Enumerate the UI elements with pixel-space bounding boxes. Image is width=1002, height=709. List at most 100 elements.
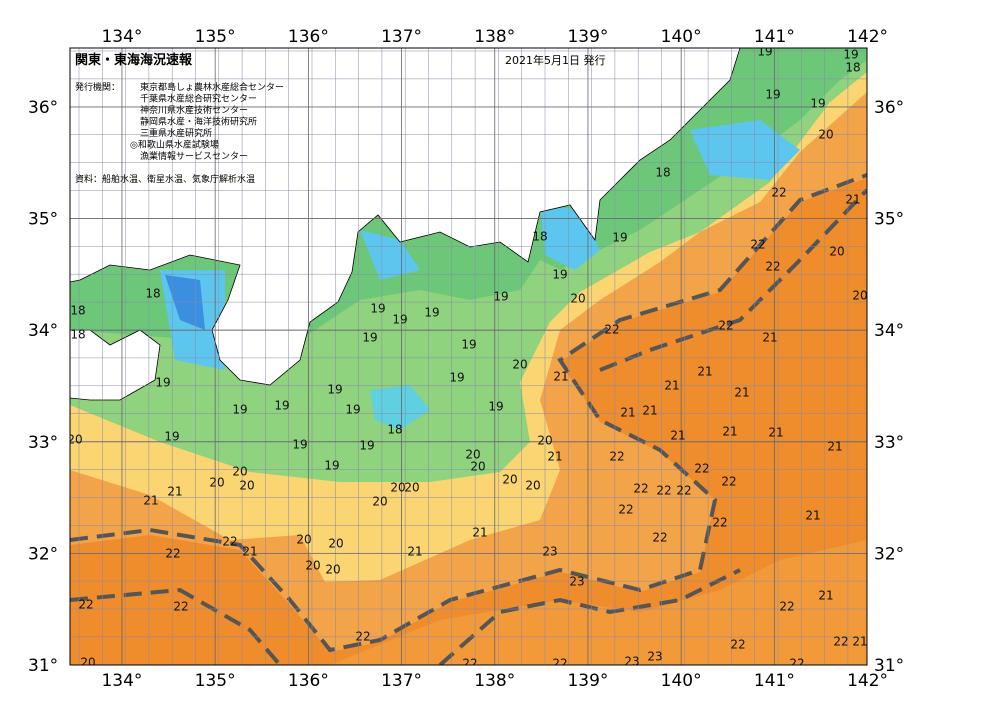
isotherm-label: 22 (779, 600, 794, 614)
issuer: 静岡県水産・海洋技術研究所 (140, 116, 257, 128)
isotherm-label: 21 (722, 425, 737, 439)
lon-label: 142° (847, 671, 888, 691)
lat-label: 33° (874, 433, 904, 453)
isotherm-label: 22 (676, 484, 691, 498)
isotherm-label: 20 (305, 559, 320, 573)
isotherm-label: 21 (818, 589, 833, 603)
lat-label: 34° (874, 321, 904, 341)
isotherm-label: 22 (833, 635, 848, 649)
isotherm-label: 19 (392, 313, 407, 327)
isotherm-label: 22 (462, 657, 477, 671)
isotherm-label: 19 (488, 400, 503, 414)
isotherm-label: 19 (362, 331, 377, 345)
isotherm-label: 20 (818, 128, 833, 142)
isotherm-label: 19 (274, 399, 289, 413)
isotherm-label: 21 (242, 545, 257, 559)
isotherm-label: 22 (355, 630, 370, 644)
isotherm-label: 20 (239, 479, 254, 493)
isotherm-label: 20 (525, 479, 540, 493)
isotherm-label: 19 (155, 376, 170, 390)
lat-label: 31° (28, 656, 58, 676)
isotherm-label: 19 (292, 438, 307, 452)
lat-label: 32° (28, 544, 58, 564)
isotherm-label: 19 (424, 306, 439, 320)
ticks: 134° 134° 135° 135° 136° 136° 137° 137° 138° 138°… (28, 27, 904, 691)
lon-label: 137° (381, 671, 422, 691)
lon-label: 141° (754, 671, 795, 691)
isotherm-label: 19 (843, 48, 858, 62)
isotherm-label: 19 (757, 45, 772, 59)
cold-patch (165, 275, 205, 330)
isotherm-label: 18 (845, 61, 860, 75)
lat-label: 35° (874, 210, 904, 230)
isotherm-label: 19 (449, 371, 464, 385)
isotherm-label: 18 (387, 423, 402, 437)
date: 2021年5月1日 発行 (505, 53, 606, 67)
isotherm-label: 20 (232, 465, 247, 479)
lon-label: 140° (661, 671, 702, 691)
lon-label: 134° (101, 27, 142, 47)
lon-label: 139° (567, 27, 608, 47)
issuer: 漁業情報サービスセンター (140, 150, 248, 162)
isotherm-label: 22 (604, 323, 619, 337)
isotherm-label: 19 (765, 88, 780, 102)
issuer-label: 発行機関： (75, 81, 120, 93)
lon-label: 135° (195, 671, 236, 691)
isotherm-label: 21 (620, 406, 635, 420)
isotherm-label: 19 (324, 459, 339, 473)
lon-label: 139° (567, 671, 608, 691)
isotherm-label: 22 (165, 547, 180, 561)
isotherm-label: 19 (232, 403, 247, 417)
lat-label: 36° (874, 98, 904, 118)
lat-label: 33° (28, 433, 58, 453)
isotherm-label: 20 (502, 473, 517, 487)
isotherm-label: 21 (167, 485, 182, 499)
isotherm-label: 19 (461, 338, 476, 352)
isotherm-label: 20 (390, 481, 405, 495)
isotherm-label: 22 (78, 598, 93, 612)
isotherm-label: 22 (633, 482, 648, 496)
isotherm-label: 18 (532, 230, 547, 244)
graticule (70, 48, 867, 665)
isotherm-label: 20 (80, 656, 95, 670)
warm-zone (330, 540, 867, 665)
isotherm-label: 18 (145, 287, 160, 301)
isotherm-label: 20 (67, 433, 82, 447)
isotherm-label: 19 (810, 97, 825, 111)
isotherm-label: 22 (609, 450, 624, 464)
issuer: 神奈川県水産技術センター (140, 104, 248, 116)
frame (69, 47, 868, 666)
isotherm-label: 22 (789, 657, 804, 671)
isotherm-label: 22 (750, 238, 765, 252)
isotherm-label: 22 (222, 535, 237, 549)
isotherm-label: 21 (805, 509, 820, 523)
isotherm-label: 19 (345, 403, 360, 417)
lon-label: 138° (474, 27, 515, 47)
isotherm-label: 19 (327, 383, 342, 397)
isotherm-label: 19 (612, 231, 627, 245)
isotherm-label: 22 (652, 531, 667, 545)
isotherm-label: 20 (470, 460, 485, 474)
isotherm-label: 20 (829, 245, 844, 259)
isotherm-label: 22 (718, 319, 733, 333)
lon-label: 141° (754, 27, 795, 47)
isotherm-label: 20 (328, 537, 343, 551)
isotherm-label: 20 (852, 289, 867, 303)
title: 関東・東海海況速報 (75, 52, 193, 68)
isotherm-label: 21 (852, 635, 867, 649)
lon-label: 136° (288, 27, 329, 47)
isotherm-label: 22 (765, 260, 780, 274)
lon-label: 142° (847, 27, 888, 47)
isotherm-label: 21 (642, 404, 657, 418)
isotherm-label: 22 (721, 475, 736, 489)
isotherm-label: 20 (296, 533, 311, 547)
lat-label: 36° (28, 98, 58, 118)
isotherm-label: 22 (618, 503, 633, 517)
isotherm-label: 21 (762, 331, 777, 345)
isotherm-label: 20 (465, 448, 480, 462)
issuer: ◎和歌山県水産試験場 (130, 139, 219, 151)
isotherm-label: 21 (734, 386, 749, 400)
